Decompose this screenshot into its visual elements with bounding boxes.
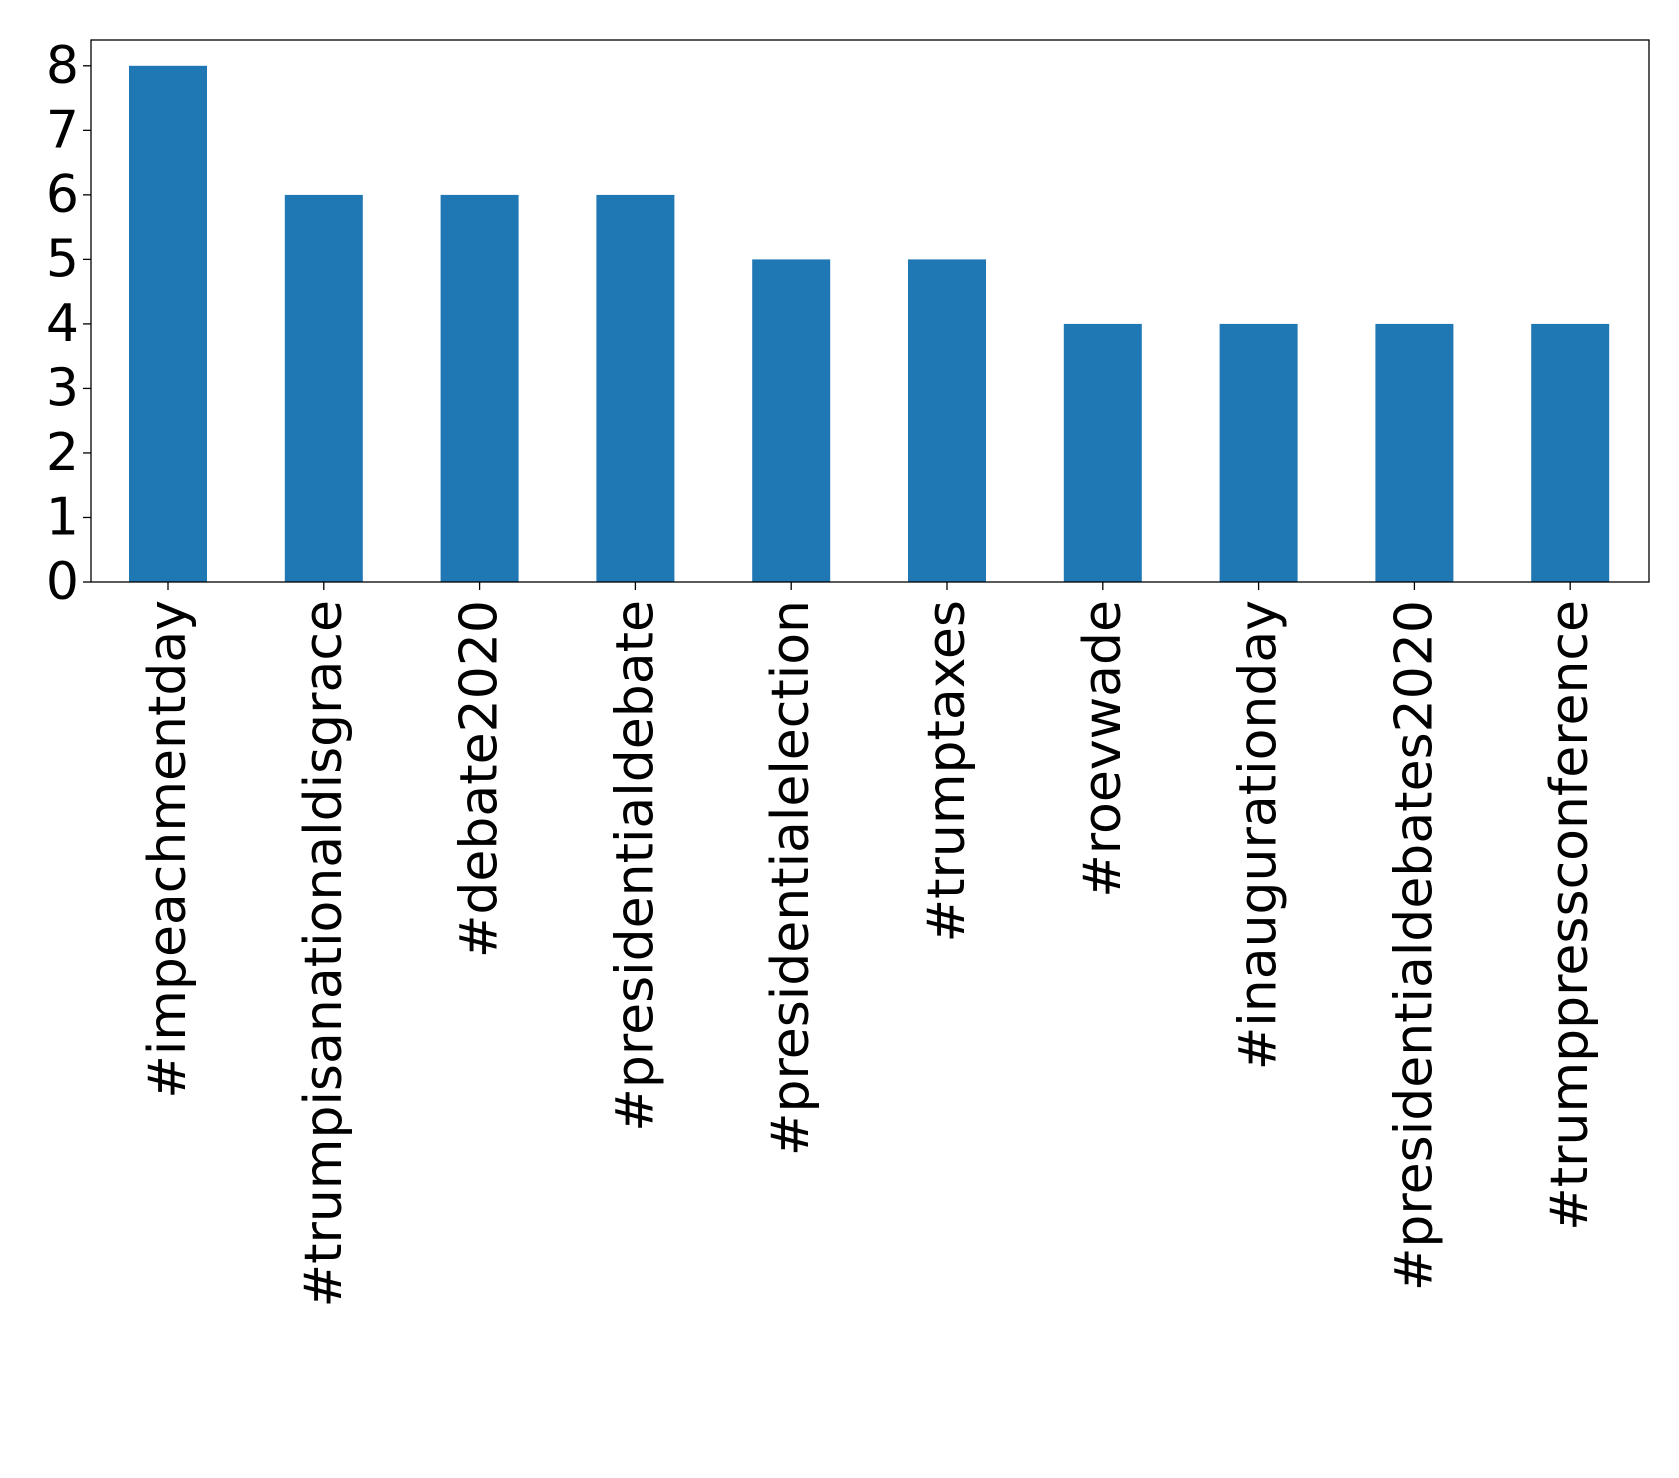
bar-8	[1375, 323, 1454, 582]
bar-1	[284, 194, 363, 582]
x-tick-label-7: #inaugurationday	[1229, 600, 1289, 1070]
x-tick-label-5: #trumptaxes	[917, 600, 977, 942]
y-tick-label-3: 3	[46, 358, 79, 418]
bars-group	[129, 65, 1610, 583]
x-tick-label-4: #presidentialelection	[761, 600, 821, 1156]
bar-6	[1063, 323, 1142, 582]
bar-2	[440, 194, 519, 582]
x-tick-label-8: #presidentialdebates2020	[1384, 600, 1444, 1291]
bar-4	[752, 259, 831, 582]
y-tick-label-6: 6	[46, 165, 79, 225]
y-tick-label-0: 0	[46, 552, 79, 612]
y-tick-label-4: 4	[46, 294, 79, 354]
y-tick-label-5: 5	[46, 229, 79, 289]
bar-7	[1219, 323, 1298, 582]
y-tick-label-1: 1	[46, 487, 79, 547]
y-tick-label-7: 7	[46, 100, 79, 160]
x-tick-label-0: #impeachmentday	[138, 600, 198, 1099]
y-tick-label-8: 8	[46, 36, 79, 96]
bar-5	[908, 259, 986, 582]
y-tick-label-2: 2	[46, 423, 79, 483]
x-tick-label-9: #trumppressconference	[1540, 600, 1600, 1231]
x-tick-label-2: #debate2020	[450, 600, 510, 958]
x-tick-label-3: #presidentialdebate	[605, 600, 665, 1132]
plot-frame	[90, 39, 1650, 583]
x-tick-label-6: #roevwade	[1073, 600, 1133, 898]
x-tick-label-1: #trumpisanationaldisgrace	[294, 600, 354, 1307]
bar-0	[129, 65, 207, 583]
bar-9	[1531, 323, 1610, 582]
bar-3	[596, 194, 675, 582]
x-axis: #impeachmentday #trumpisanationaldisgrace…	[138, 582, 1600, 1307]
